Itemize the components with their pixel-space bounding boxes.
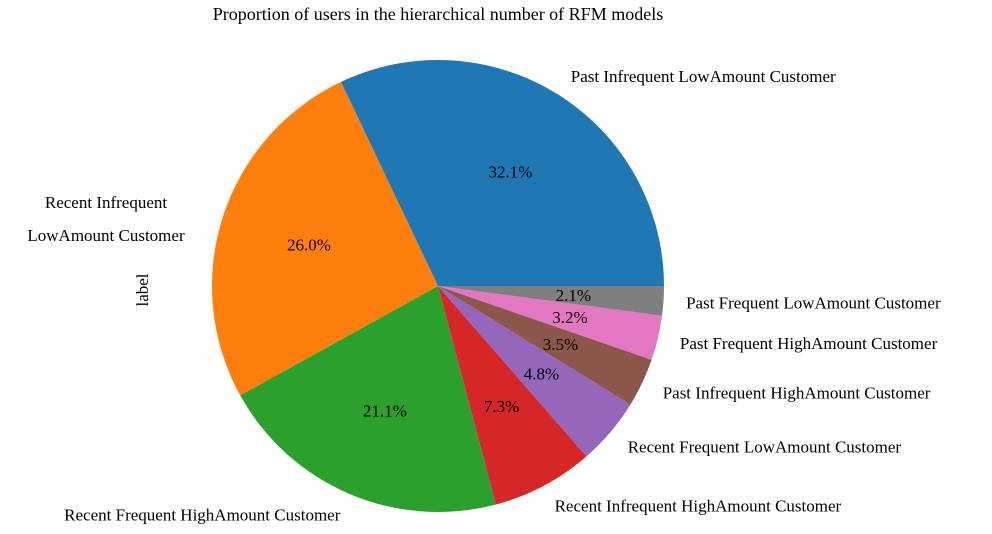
pie-slice	[438, 286, 663, 360]
slice-label: Past Infrequent HighAmount Customer	[663, 384, 931, 403]
chart-title: Proportion of users in the hierarchical …	[213, 4, 663, 24]
slice-label: Recent Infrequent HighAmount Customer	[555, 497, 842, 516]
pie-slice	[211, 81, 438, 396]
slice-percent-label: 2.1%	[556, 286, 591, 305]
slice-percent-label: 21.1%	[363, 402, 407, 421]
pie-slices	[211, 59, 664, 513]
slice-label: Recent Frequent LowAmount Customer	[628, 438, 902, 457]
slice-percent-label: 32.1%	[488, 162, 532, 181]
slice-label: Recent Infrequent LowAmount Customer	[27, 193, 185, 245]
slice-label: Past Frequent LowAmount Customer	[686, 293, 941, 312]
pie-slice	[438, 286, 587, 505]
slice-percent-label: 26.0%	[287, 236, 331, 255]
slice-label: Past Frequent HighAmount Customer	[680, 334, 938, 353]
slice-percent-label: 3.5%	[543, 335, 578, 354]
slice-label: Past Infrequent LowAmount Customer	[571, 67, 836, 86]
slice-labels: Past Infrequent LowAmount Customer Recent…	[27, 67, 941, 525]
pie-slice	[340, 59, 664, 286]
pie-slice	[438, 286, 631, 457]
slice-percent-label: 4.8%	[524, 365, 559, 384]
y-axis-label: label	[133, 273, 152, 306]
pie-slice	[438, 286, 652, 405]
percentage-labels: 32.1% 26.0% 21.1% 7.3% 4.8% 3.5% 3.2% 2.1%	[287, 162, 591, 420]
slice-percent-label: 7.3%	[484, 397, 519, 416]
pie-slice	[240, 286, 496, 513]
pie-slice	[438, 286, 664, 316]
slice-percent-label: 3.2%	[552, 308, 587, 327]
slice-label: Recent Frequent HighAmount Customer	[64, 506, 341, 525]
